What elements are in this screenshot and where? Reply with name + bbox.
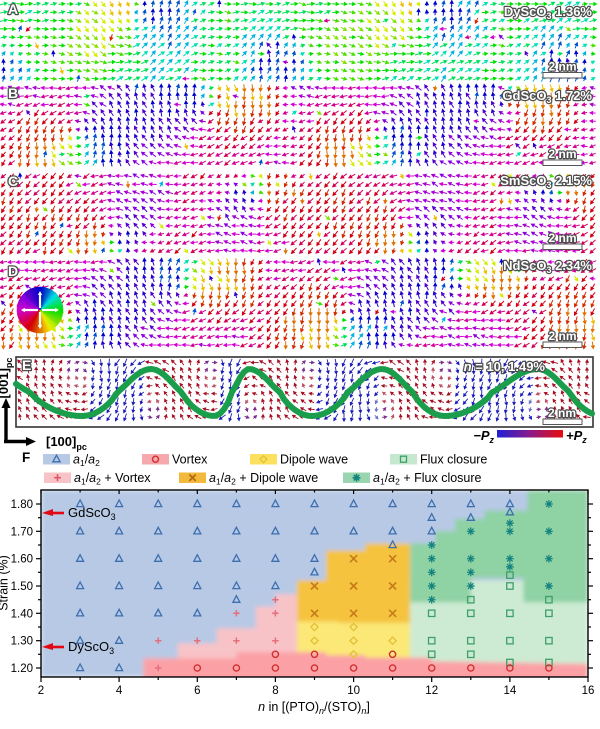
svg-text:E: E <box>22 357 31 373</box>
svg-text:GdScO3: GdScO3 <box>68 505 116 522</box>
svg-text:[001]pc: [001]pc <box>0 358 14 399</box>
svg-text:2 nm: 2 nm <box>548 231 576 245</box>
svg-text:GdScO3 1.72%: GdScO3 1.72% <box>502 88 592 105</box>
svg-text:2 nm: 2 nm <box>548 60 576 74</box>
svg-text:a1/a2 + Vortex: a1/a2 + Vortex <box>74 471 151 487</box>
svg-text:2: 2 <box>38 685 44 697</box>
svg-text:A: A <box>8 1 18 17</box>
svg-text:2 nm: 2 nm <box>548 406 576 420</box>
svg-text:1.50: 1.50 <box>11 581 33 593</box>
svg-text:DyScO3: DyScO3 <box>68 639 114 656</box>
svg-text:a1/a2 + Dipole wave: a1/a2 + Dipole wave <box>209 471 318 487</box>
svg-text:Strain (%): Strain (%) <box>0 555 11 611</box>
svg-text:a1/a2: a1/a2 <box>73 453 100 469</box>
svg-text:SmScO3 2.15%: SmScO3 2.15% <box>500 173 592 190</box>
svg-text:2 nm: 2 nm <box>548 147 576 161</box>
svg-text:−Pz: −Pz <box>473 428 494 445</box>
svg-text:10: 10 <box>347 685 360 697</box>
svg-text:1.80: 1.80 <box>11 499 33 511</box>
svg-text:NdScO3 2.34%: NdScO3 2.34% <box>503 258 592 275</box>
svg-text:DyScO3 1.36%: DyScO3 1.36% <box>504 4 593 21</box>
svg-text:2 nm: 2 nm <box>548 329 576 343</box>
svg-text:1.30: 1.30 <box>11 636 33 648</box>
svg-text:n = 10, 1.49%: n = 10, 1.49% <box>464 359 546 374</box>
svg-text:1.20: 1.20 <box>11 663 33 675</box>
svg-text:B: B <box>8 85 18 101</box>
svg-text:Vortex: Vortex <box>172 453 208 467</box>
svg-text:14: 14 <box>504 685 517 697</box>
svg-text:F: F <box>22 450 30 465</box>
svg-text:8: 8 <box>272 685 278 697</box>
svg-text:+Pz: +Pz <box>566 428 587 445</box>
svg-text:1.70: 1.70 <box>11 526 33 538</box>
svg-text:1.60: 1.60 <box>11 554 33 566</box>
svg-text:n in [(PTO)n/(STO)n]: n in [(PTO)n/(STO)n] <box>258 700 370 716</box>
svg-text:Flux closure: Flux closure <box>420 453 487 467</box>
svg-text:C: C <box>8 173 18 189</box>
svg-text:1.40: 1.40 <box>11 608 33 620</box>
svg-text:6: 6 <box>194 685 200 697</box>
svg-text:4: 4 <box>116 685 123 697</box>
svg-text:12: 12 <box>425 685 438 697</box>
svg-text:a1/a2 + Flux closure: a1/a2 + Flux closure <box>373 471 482 487</box>
svg-text:Dipole wave: Dipole wave <box>280 453 348 467</box>
svg-text:D: D <box>8 263 18 279</box>
svg-text:16: 16 <box>582 685 595 697</box>
